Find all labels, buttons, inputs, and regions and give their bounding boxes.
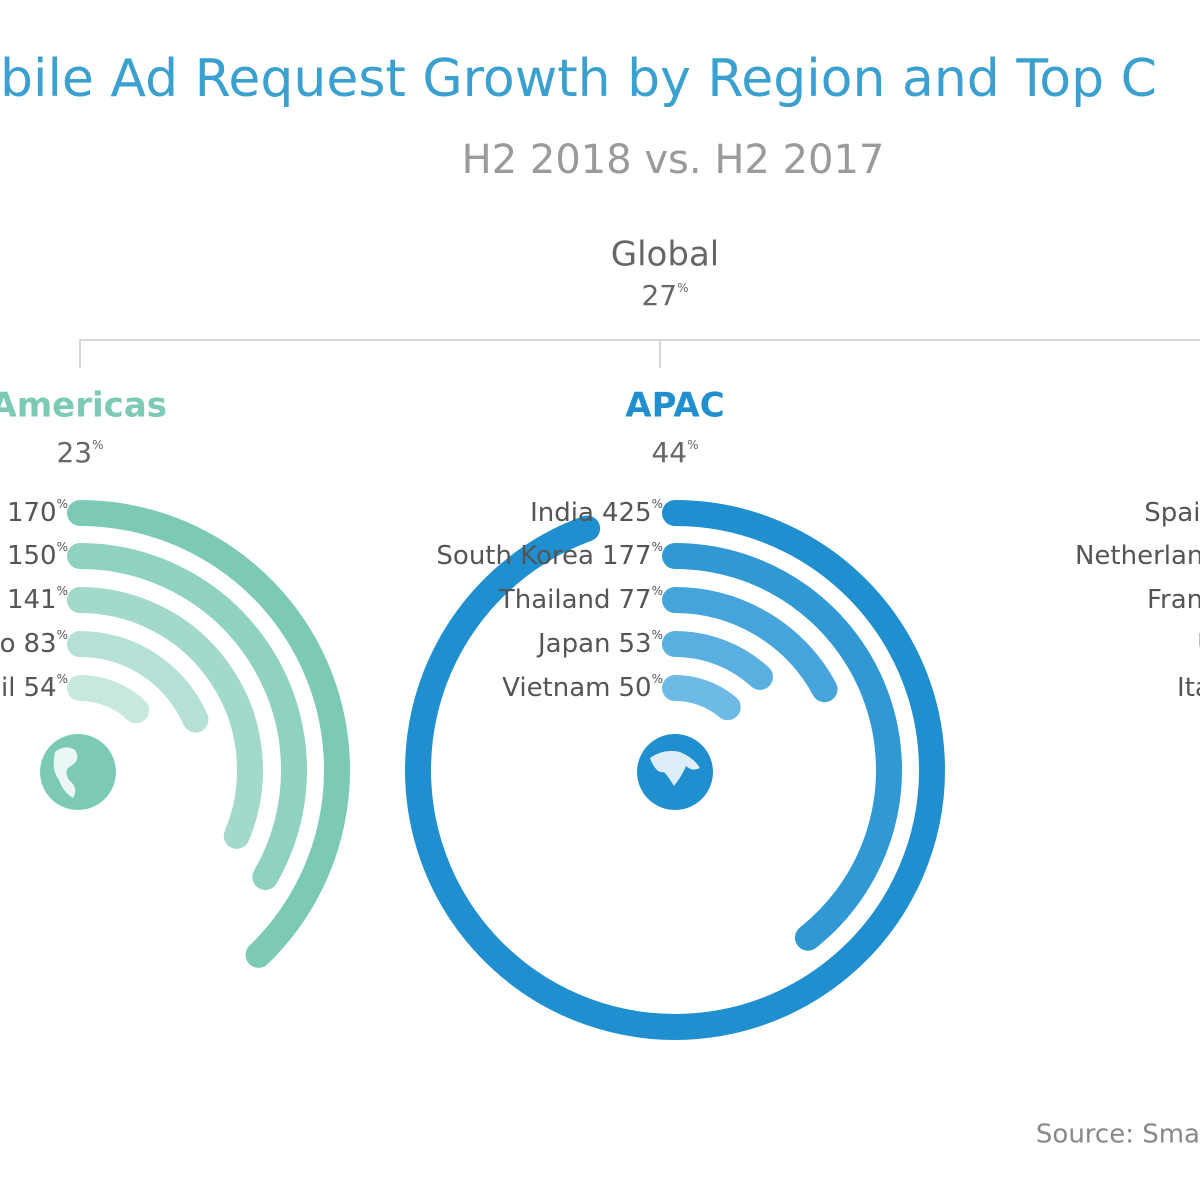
global-value: 27% xyxy=(641,279,688,312)
globe-land xyxy=(650,750,700,786)
radial-bar xyxy=(662,675,741,721)
radial-bar xyxy=(67,675,150,724)
country: Spain xyxy=(1144,498,1200,528)
bar-label: South Korea​177% xyxy=(436,540,663,571)
country: UK xyxy=(1197,629,1200,659)
bar-label: il​54% xyxy=(1,672,68,703)
source: Source: Sma xyxy=(1036,1120,1200,1150)
bar-label: o​83% xyxy=(0,628,68,659)
value: 170 xyxy=(7,498,57,528)
country: o xyxy=(0,629,16,659)
unit: % xyxy=(57,584,68,598)
unit: % xyxy=(92,438,103,452)
region-name: APAC xyxy=(625,386,724,426)
bar-label: Netherlands​8 xyxy=(1075,541,1200,571)
bar-label: 170% xyxy=(7,497,68,528)
globe-circle xyxy=(40,734,116,810)
bar-label: Spain​15 xyxy=(1144,498,1200,528)
bar-label: France​8 xyxy=(1147,585,1200,615)
country: Japan xyxy=(536,629,611,659)
unit: % xyxy=(57,540,68,554)
value: 54 xyxy=(24,673,57,703)
value: 425 xyxy=(602,498,652,528)
region-value: 23% xyxy=(56,436,103,469)
value: 141 xyxy=(7,585,57,615)
unit: % xyxy=(652,628,663,642)
chart-subtitle: H2 2018 vs. H2 2017 xyxy=(462,137,885,183)
unit: % xyxy=(57,628,68,642)
unit: % xyxy=(57,672,68,686)
value: 53 xyxy=(619,629,652,659)
unit: % xyxy=(57,497,68,511)
chart-title: bile Ad Request Growth by Region and Top… xyxy=(0,49,1157,109)
country: Netherlands xyxy=(1075,541,1200,571)
value: 50 xyxy=(619,673,652,703)
unit: % xyxy=(652,497,663,511)
unit: % xyxy=(652,672,663,686)
unit: % xyxy=(652,540,663,554)
country: India xyxy=(530,498,594,528)
unit: % xyxy=(652,584,663,598)
globe-land xyxy=(53,747,78,798)
radial-bar xyxy=(67,500,350,968)
value: 177 xyxy=(602,541,652,571)
bar-label: UK​7 xyxy=(1197,629,1200,659)
value: 23 xyxy=(56,436,92,469)
connector xyxy=(79,339,1200,368)
region-value: 44% xyxy=(651,436,698,469)
country: Italy xyxy=(1177,673,1200,703)
bar-label: Japan​53% xyxy=(536,628,663,659)
unit: % xyxy=(687,438,698,452)
country: South Korea xyxy=(436,541,594,571)
value: 77 xyxy=(619,585,652,615)
country: Vietnam xyxy=(502,673,610,703)
tree-lines xyxy=(79,339,1200,368)
region-name: Americas xyxy=(0,386,167,426)
country: France xyxy=(1147,585,1200,615)
radial-bar xyxy=(662,631,773,690)
radial-bar xyxy=(405,500,945,1040)
global-label: Global xyxy=(611,235,719,275)
radial-bar xyxy=(67,587,263,849)
radial-bar xyxy=(662,587,838,703)
value: 150 xyxy=(7,541,57,571)
bar-label: India​425% xyxy=(530,497,663,528)
country: il xyxy=(1,673,15,703)
value: 83 xyxy=(24,629,57,659)
bar-label: 150% xyxy=(7,540,68,571)
value: 44 xyxy=(651,436,687,469)
bar-label: Vietnam​50% xyxy=(502,672,663,703)
country: Thailand xyxy=(498,585,611,615)
value: 27 xyxy=(641,279,677,312)
bar-label: 141% xyxy=(7,584,68,615)
bar-label: Thailand​77% xyxy=(498,584,663,615)
bar-label: Italy​6 xyxy=(1177,673,1200,703)
radial-bar xyxy=(67,543,307,890)
radial-bar xyxy=(662,543,902,951)
globe xyxy=(40,734,713,810)
unit: % xyxy=(677,281,688,295)
radial-bar xyxy=(67,631,209,733)
